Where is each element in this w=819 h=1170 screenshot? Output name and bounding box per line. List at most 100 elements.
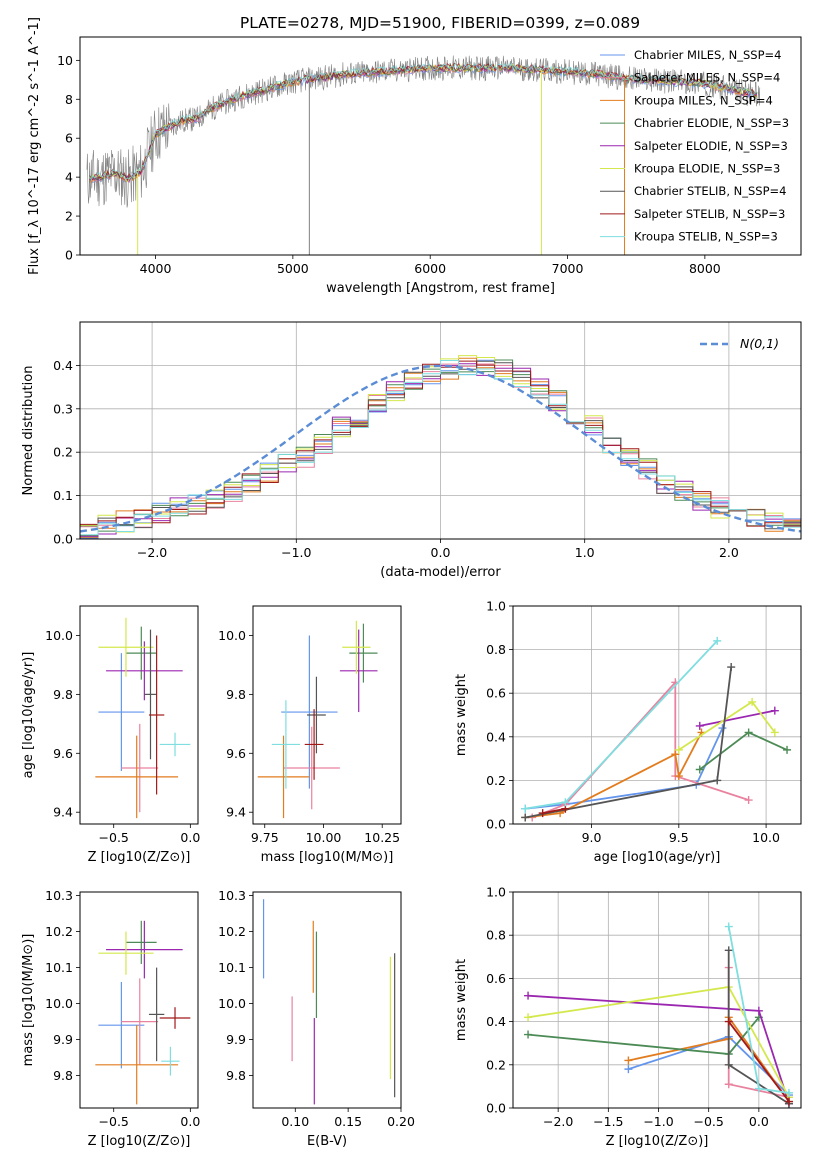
mass-weight-line bbox=[727, 1021, 790, 1103]
x-tick-label: 1.0 bbox=[575, 545, 595, 560]
mass-vs-ebv-panel: 0.10 0.15 0.20 9.8 9.9 10.0 10.1 10.2 10.3 E(B-V) bbox=[218, 888, 415, 1149]
y-tick-label: 10.2 bbox=[218, 924, 246, 939]
y-axis-label: Normed distribution bbox=[21, 366, 36, 496]
x-axis-label: Z [log10(Z/Z⊙)] bbox=[606, 1134, 709, 1149]
y-tick-label: 0.8 bbox=[486, 928, 506, 943]
x-tick-label: 2.0 bbox=[719, 545, 739, 560]
y-tick-label: 0.8 bbox=[486, 642, 506, 657]
x-tick-label: 0.0 bbox=[749, 1114, 769, 1129]
y-tick-label: 9.4 bbox=[53, 805, 73, 820]
mass-weight-marker bbox=[744, 796, 753, 805]
mass-weight-line bbox=[531, 679, 749, 819]
axes-frame bbox=[79, 605, 199, 825]
legend-label: Kroupa STELIB, N_SSP=3 bbox=[634, 230, 778, 244]
y-tick-label: 8 bbox=[65, 92, 73, 107]
x-tick-label: 0.0 bbox=[431, 545, 451, 560]
legend-label: Salpeter MILES, N_SSP=4 bbox=[634, 71, 780, 85]
mass-weight-marker bbox=[713, 636, 722, 645]
mass-weight-marker bbox=[744, 728, 753, 737]
x-tick-label: 0.0 bbox=[180, 830, 200, 845]
age-vs-metallicity-panel: −0.5 0.0 9.4 9.6 9.8 10.0 Z [log10(Z/Z⊙)] age [… bbox=[21, 605, 200, 865]
x-tick-label: 6000 bbox=[414, 261, 446, 276]
y-tick-label: 9.9 bbox=[226, 1032, 246, 1047]
y-tick-label: 10.1 bbox=[45, 960, 73, 975]
mass-weight-marker bbox=[724, 1060, 733, 1069]
mass-weight-marker bbox=[671, 750, 680, 759]
x-axis-label: E(B-V) bbox=[307, 1134, 347, 1149]
y-axis-label: age [log10(age/yr)] bbox=[21, 652, 36, 779]
x-axis-label: mass [log10(M/M⊙)] bbox=[261, 850, 394, 865]
x-tick-label: 5000 bbox=[277, 261, 309, 276]
y-tick-label: 10.0 bbox=[218, 996, 246, 1011]
age-vs-mass-panel: 9.75 10.00 10.25 9.4 9.6 9.8 10.0 mass [log10(M… bbox=[218, 605, 402, 865]
axes-frame bbox=[252, 605, 402, 825]
y-tick-label: 2 bbox=[65, 209, 73, 224]
y-axis-label: mass [log10(M/M⊙)] bbox=[21, 934, 36, 1067]
x-axis-label: Z [log10(Z/Z⊙)] bbox=[88, 1134, 191, 1149]
y-tick-label: 10.0 bbox=[45, 996, 73, 1011]
legend-label: Chabrier STELIB, N_SSP=4 bbox=[634, 184, 786, 198]
y-axis-label: mass weight bbox=[454, 674, 469, 756]
axes-frame bbox=[79, 36, 802, 256]
mass-weight-marker bbox=[521, 804, 530, 813]
legend-label: N(0,1) bbox=[740, 336, 779, 351]
y-axis-label: mass weight bbox=[454, 959, 469, 1041]
axes-frame bbox=[512, 605, 802, 825]
mass-weight-line bbox=[528, 1016, 760, 1055]
axes-frame bbox=[252, 891, 402, 1109]
y-tick-label: 1.0 bbox=[486, 599, 506, 614]
x-tick-label: −0.5 bbox=[99, 1114, 129, 1129]
x-tick-label: 0.15 bbox=[334, 1114, 362, 1129]
x-tick-label: 0.20 bbox=[387, 1114, 415, 1129]
x-tick-label: −1.0 bbox=[281, 545, 311, 560]
observed-spectrum-line bbox=[86, 55, 761, 208]
y-tick-label: 10.1 bbox=[218, 960, 246, 975]
y-tick-label: 9.6 bbox=[53, 746, 73, 761]
x-axis-label: age [log10(age/yr)] bbox=[594, 850, 721, 865]
mass-weight-marker bbox=[727, 663, 736, 672]
x-axis-label: wavelength [Angstrom, rest frame] bbox=[326, 281, 555, 296]
mass-weight-marker bbox=[784, 1097, 793, 1106]
x-tick-label: 9.0 bbox=[582, 830, 602, 845]
axes-frame bbox=[79, 321, 802, 540]
x-tick-label: 0.10 bbox=[281, 1114, 309, 1129]
figure-title: PLATE=0278, MJD=51900, FIBERID=0399, z=0… bbox=[240, 14, 640, 32]
x-tick-label: 10.0 bbox=[752, 830, 780, 845]
y-tick-label: 0.0 bbox=[53, 532, 73, 547]
mass-weight-marker bbox=[521, 813, 530, 822]
y-tick-label: 0.2 bbox=[486, 773, 506, 788]
y-tick-label: 1.0 bbox=[486, 885, 506, 900]
y-tick-label: 10.0 bbox=[218, 628, 246, 643]
mass-weight-marker bbox=[754, 1084, 763, 1093]
residual-histogram-panel: −2.0 −1.0 0.0 1.0 2.0 0.0 0.1 0.2 0.3 0.4 (data-mo… bbox=[21, 321, 802, 580]
y-tick-label: 0.4 bbox=[486, 1014, 506, 1029]
legend-label: Chabrier MILES, N_SSP=4 bbox=[634, 48, 781, 62]
y-tick-label: 0.0 bbox=[486, 817, 506, 832]
x-tick-label: 9.75 bbox=[251, 830, 279, 845]
y-tick-label: 10 bbox=[57, 53, 73, 68]
y-tick-label: 9.8 bbox=[53, 1068, 73, 1083]
mass-weight-marker bbox=[538, 809, 547, 818]
mass-vs-metallicity-panel: −0.5 0.0 9.8 9.9 10.0 10.1 10.2 10.3 Z [log10(Z/… bbox=[21, 888, 200, 1149]
mass-weight-line bbox=[525, 640, 718, 810]
gaussian-curve-line bbox=[79, 364, 802, 533]
mass-weight-vs-age-panel: 9.0 9.5 10.0 0.0 0.2 0.4 0.6 0.8 1.0 age [log10(a… bbox=[454, 599, 802, 865]
y-tick-label: 4 bbox=[65, 170, 73, 185]
y-tick-label: 10.3 bbox=[45, 888, 73, 903]
legend-label: Salpeter ELODIE, N_SSP=3 bbox=[634, 139, 788, 153]
legend-label: Chabrier ELODIE, N_SSP=3 bbox=[634, 116, 789, 130]
mass-weight-marker bbox=[770, 728, 779, 737]
mass-weight-marker bbox=[784, 1088, 793, 1097]
mass-weight-marker bbox=[624, 1065, 633, 1074]
x-tick-label: −0.5 bbox=[693, 1114, 723, 1129]
mass-weight-marker bbox=[524, 991, 533, 1000]
x-tick-label: 8000 bbox=[689, 261, 721, 276]
y-tick-label: 0.4 bbox=[53, 358, 73, 373]
axes-frame bbox=[79, 891, 199, 1109]
x-axis-label: (data-model)/error bbox=[380, 565, 501, 580]
y-tick-label: 10.3 bbox=[218, 888, 246, 903]
mass-weight-marker bbox=[713, 776, 722, 785]
axes-frame bbox=[512, 891, 802, 1109]
x-tick-label: 7000 bbox=[552, 261, 584, 276]
x-tick-label: 0.0 bbox=[180, 1114, 200, 1129]
